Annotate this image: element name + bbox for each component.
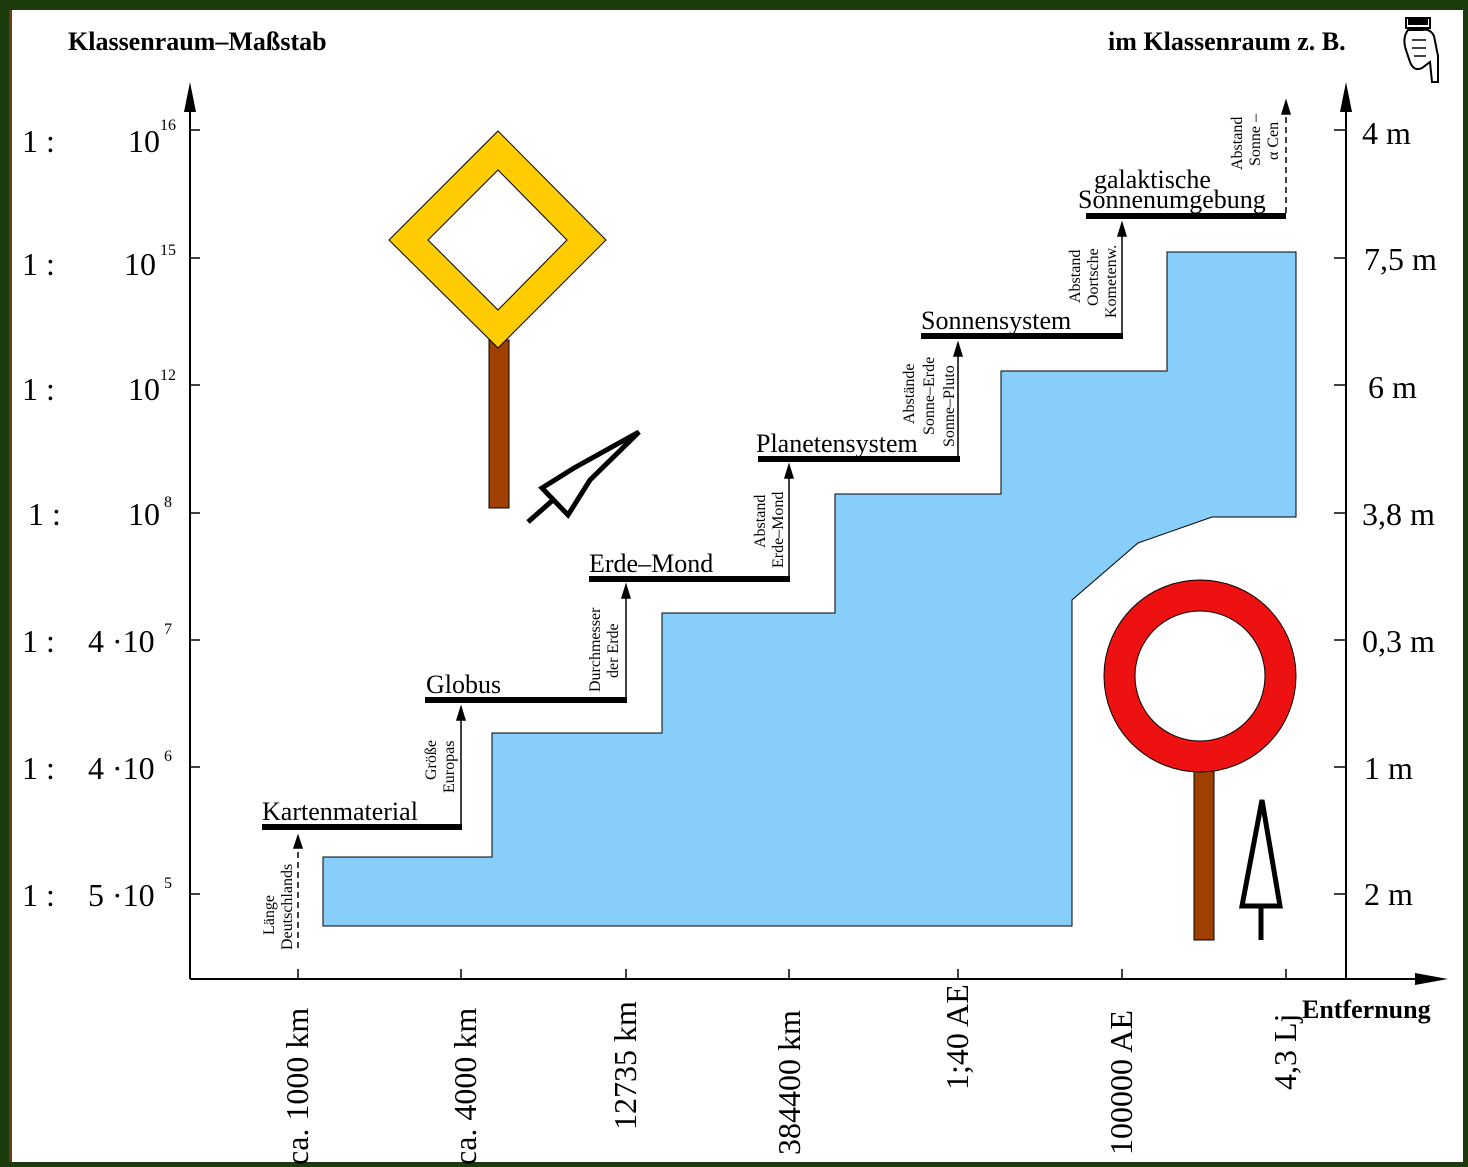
right-scale-label: 6 m [1368,369,1417,405]
no-entry-circle-sign-icon [1103,579,1297,941]
left-scale-label: 1 : 10 8 [28,494,172,532]
svg-text:1 :: 1 : [22,371,55,407]
svg-text:Abstand: Abstand [1229,117,1246,170]
svg-text:1 :: 1 : [22,246,55,282]
step-title: Planetensystem [756,429,918,458]
x-tick-label: 1;40 AE [939,984,975,1090]
svg-text:Abstand: Abstand [752,495,769,548]
step-title: Sonnensystem [921,306,1071,335]
svg-text:12: 12 [160,367,176,384]
svg-text:1 :: 1 : [22,750,55,786]
step-bar [758,456,960,462]
step-bar [1086,213,1286,219]
left-scale-label: 1 : 10 15 [22,242,176,282]
svg-text:10: 10 [128,123,160,159]
svg-text:4 ·10: 4 ·10 [88,623,155,659]
x-tick-label: ca. 4000 km [447,1008,483,1165]
svg-text:Abstände: Abstände [901,364,918,424]
left-scale-label: 1 : 5 ·10 5 [22,875,172,913]
svg-text:Oortsche: Oortsche [1085,248,1102,306]
left-scale-label: 1 : 4 ·10 7 [22,621,172,659]
svg-text:Kometenw.: Kometenw. [1103,245,1120,318]
right-ticks [1334,129,1346,895]
step-bar [262,824,462,830]
svg-text:15: 15 [160,242,176,259]
step-note: Abstände Sonne–Erde Sonne–Pluto [901,357,958,447]
svg-text:1 :: 1 : [28,496,61,532]
x-axis-label: Entfernung [1302,995,1431,1024]
right-title: im Klassenraum z. B. [1108,27,1346,56]
step-title: galaktische [1094,165,1211,194]
svg-text:1 :: 1 : [22,123,55,159]
step-bar [589,576,790,582]
svg-text:Abstand: Abstand [1067,250,1084,303]
svg-text:5 ·10: 5 ·10 [88,877,155,913]
step-title: Sonnenumgebung [1078,185,1266,214]
right-axis-arrow [1340,82,1352,112]
svg-text:8: 8 [164,494,172,511]
step-title: Kartenmaterial [262,797,418,826]
step-bars [262,213,1286,830]
svg-text:1 :: 1 : [22,623,55,659]
svg-text:α Cen: α Cen [1265,122,1282,160]
x-tick-label: 4,3 Lj [1267,1014,1303,1090]
left-axis-arrow [184,82,196,112]
svg-text:10: 10 [128,371,160,407]
svg-text:Deutschlands: Deutschlands [279,864,296,950]
step-note: Größe Europas [423,740,458,793]
svg-text:Länge: Länge [261,895,278,935]
x-tick-label: ca. 1000 km [279,1008,315,1165]
step-note: Abstand Erde–Mond [752,492,787,568]
svg-text:Durchmesser: Durchmesser [587,607,604,692]
step-title: Erde–Mond [589,549,713,578]
right-scale-label: 3,8 m [1362,496,1435,532]
svg-text:6: 6 [164,748,172,765]
x-tick-label: 12735 km [607,1001,643,1130]
arrow-icon [1238,799,1283,940]
svg-text:4 ·10: 4 ·10 [88,750,155,786]
svg-text:5: 5 [164,875,172,892]
svg-text:der Erde: der Erde [605,623,622,678]
step-note: Länge Deutschlands [261,864,296,950]
x-tick-label: 100000 AE [1103,1010,1139,1155]
step-note: Durchmesser der Erde [587,607,622,692]
svg-text:7: 7 [164,621,172,638]
x-ticks [297,969,1287,979]
step-title: Globus [426,670,501,699]
left-scale-label: 1 : 10 16 [22,117,176,159]
svg-text:1 :: 1 : [22,877,55,913]
classroom-area [322,251,1297,927]
x-axis-arrow [1415,973,1448,985]
svg-text:16: 16 [160,117,176,134]
step-note: Abstand Oortsche Kometenw. [1067,245,1120,318]
x-tick-label: 384400 km [771,1010,807,1155]
pointing-hand-icon [1403,17,1439,83]
left-scale-label: 1 : 10 12 [22,367,176,407]
svg-text:Sonne–Pluto: Sonne–Pluto [941,365,958,447]
step-bar [425,697,627,703]
yield-diamond-sign-icon [388,130,607,509]
svg-text:Sonne–Erde: Sonne–Erde [921,357,938,435]
step-connectors [292,98,1292,948]
svg-text:Sonne –: Sonne – [1247,113,1264,166]
svg-text:10: 10 [124,246,156,282]
svg-text:Erde–Mond: Erde–Mond [770,492,787,568]
right-scale-label: 7,5 m [1364,241,1437,277]
right-scale-label: 1 m [1364,750,1413,786]
step-bar [921,333,1123,339]
left-title: Klassenraum–Maßstab [68,27,327,56]
left-scale-label: 1 : 4 ·10 6 [22,748,172,786]
svg-text:Europas: Europas [441,741,458,793]
right-scale-label: 2 m [1364,876,1413,912]
left-ticks [190,129,200,895]
right-scale-label: 4 m [1362,115,1411,151]
right-scale-label: 0,3 m [1362,623,1435,659]
step-note: Abstand Sonne – α Cen [1229,113,1282,170]
svg-text:Größe: Größe [423,740,440,780]
arrow-icon [526,429,641,524]
svg-text:10: 10 [128,496,160,532]
